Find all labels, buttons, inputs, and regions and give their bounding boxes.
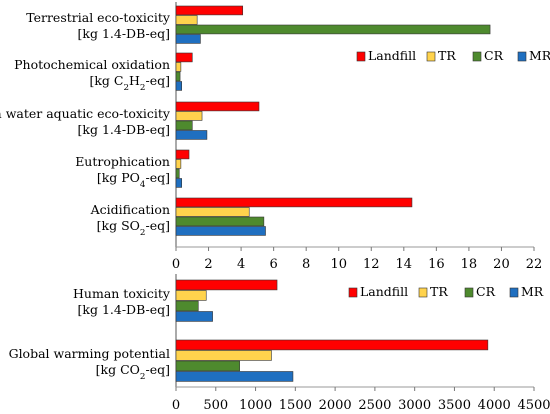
x-tick-label: 3000 <box>398 398 431 413</box>
x-tick-label: 1000 <box>239 398 272 413</box>
category-label: Acidification <box>90 202 170 217</box>
legend-label: Landfill <box>368 48 416 63</box>
x-tick-label: 1500 <box>279 398 312 413</box>
bar-landfill-2 <box>175 339 489 351</box>
category-label: Photochemical oxidation <box>14 57 170 72</box>
category-unit-label: [kg CO2-eq] <box>96 362 170 382</box>
bar-tr-1 <box>175 15 198 25</box>
legend-label: MR <box>521 284 544 299</box>
category-label: Fresh water aquatic eco-toxicity <box>0 106 171 121</box>
legend-swatch <box>517 51 527 62</box>
bar-landfill-2 <box>175 52 193 63</box>
bar-landfill-1 <box>175 279 278 291</box>
category-unit-label: [kg C2H2-eq] <box>89 73 170 93</box>
category-label: Terrestrial eco-toxicity <box>26 10 171 25</box>
x-tick-label: 4 <box>237 257 245 272</box>
x-tick-label: 2 <box>204 257 212 272</box>
bar-tr-3 <box>175 111 203 121</box>
bar-cr-2 <box>175 360 240 372</box>
category-label: Eutrophication <box>75 154 170 169</box>
legend-label: CR <box>476 284 496 299</box>
x-tick-label: 16 <box>428 257 445 272</box>
category-unit-label: [kg 1.4-DB-eq] <box>78 302 170 317</box>
bar-tr-4 <box>175 159 182 169</box>
category-unit-label: [kg PO4-eq] <box>97 170 170 190</box>
legend-label: MR <box>529 48 550 63</box>
bar-cr-1 <box>175 300 199 312</box>
category-unit-label: [kg 1.4-DB-eq] <box>78 26 170 41</box>
x-tick-label: 14 <box>396 257 413 272</box>
x-tick-label: 4500 <box>517 398 550 413</box>
bar-mr-1 <box>175 34 201 44</box>
legend-swatch <box>348 287 358 298</box>
bar-landfill-5 <box>175 197 413 208</box>
legend-swatch <box>356 51 366 62</box>
x-tick-label: 2000 <box>319 398 352 413</box>
bar-mr-5 <box>175 226 266 236</box>
legend-label: TR <box>438 48 456 63</box>
x-tick-label: 10 <box>330 257 347 272</box>
legend-label: TR <box>430 284 448 299</box>
legend-swatch <box>464 287 474 298</box>
legend: Landfill TR CR MR <box>356 48 550 63</box>
legend: Landfill TR CR MR <box>348 284 544 299</box>
bar-cr-4 <box>175 168 180 179</box>
bar-mr-2 <box>175 371 294 382</box>
bar-cr-1 <box>175 24 491 35</box>
legend-swatch <box>509 287 519 298</box>
bar-mr-4 <box>175 178 182 188</box>
category-unit-label: [kg 1.4-DB-eq] <box>78 122 170 137</box>
x-tick-label: 22 <box>526 257 543 272</box>
bar-cr-2 <box>175 71 181 82</box>
x-tick-label: 4000 <box>478 398 511 413</box>
category-label: Global warming potential <box>9 346 170 361</box>
chart-bottom: 0 500 1000 1500 2000 2500 3000 3500 4000 4500 Huma… <box>9 274 550 413</box>
bar-landfill-1 <box>175 5 244 16</box>
bar-tr-1 <box>175 290 207 301</box>
x-tick-label: 3500 <box>438 398 471 413</box>
x-tick-label: 18 <box>461 257 478 272</box>
bar-landfill-3 <box>175 101 260 112</box>
legend-label: Landfill <box>360 284 408 299</box>
legend-swatch <box>472 51 482 62</box>
category-label: Human toxicity <box>73 286 171 301</box>
chart-top: 0 2 4 6 8 10 12 14 16 18 20 22 Terrestrial eco-toxic… <box>0 2 550 272</box>
legend-swatch <box>426 51 436 62</box>
x-tick-label: 12 <box>363 257 380 272</box>
bar-cr-5 <box>175 216 265 227</box>
x-tick-label: 8 <box>302 257 310 272</box>
bar-mr-3 <box>175 130 208 140</box>
x-tick-label: 20 <box>493 257 510 272</box>
bar-mr-2 <box>175 81 182 91</box>
bar-tr-5 <box>175 207 250 217</box>
x-tick-label: 0 <box>172 398 180 413</box>
x-tick-label: 500 <box>203 398 228 413</box>
x-tick-label: 6 <box>269 257 277 272</box>
x-tick-label: 0 <box>172 257 180 272</box>
x-tick-label: 2500 <box>358 398 391 413</box>
legend-label: CR <box>484 48 504 63</box>
bar-cr-3 <box>175 120 193 131</box>
category-unit-label: [kg SO2-eq] <box>97 218 170 238</box>
bar-mr-1 <box>175 311 213 322</box>
bar-tr-2 <box>175 350 272 361</box>
bar-landfill-4 <box>175 149 190 160</box>
bar-tr-2 <box>175 62 182 72</box>
legend-swatch <box>418 287 428 298</box>
